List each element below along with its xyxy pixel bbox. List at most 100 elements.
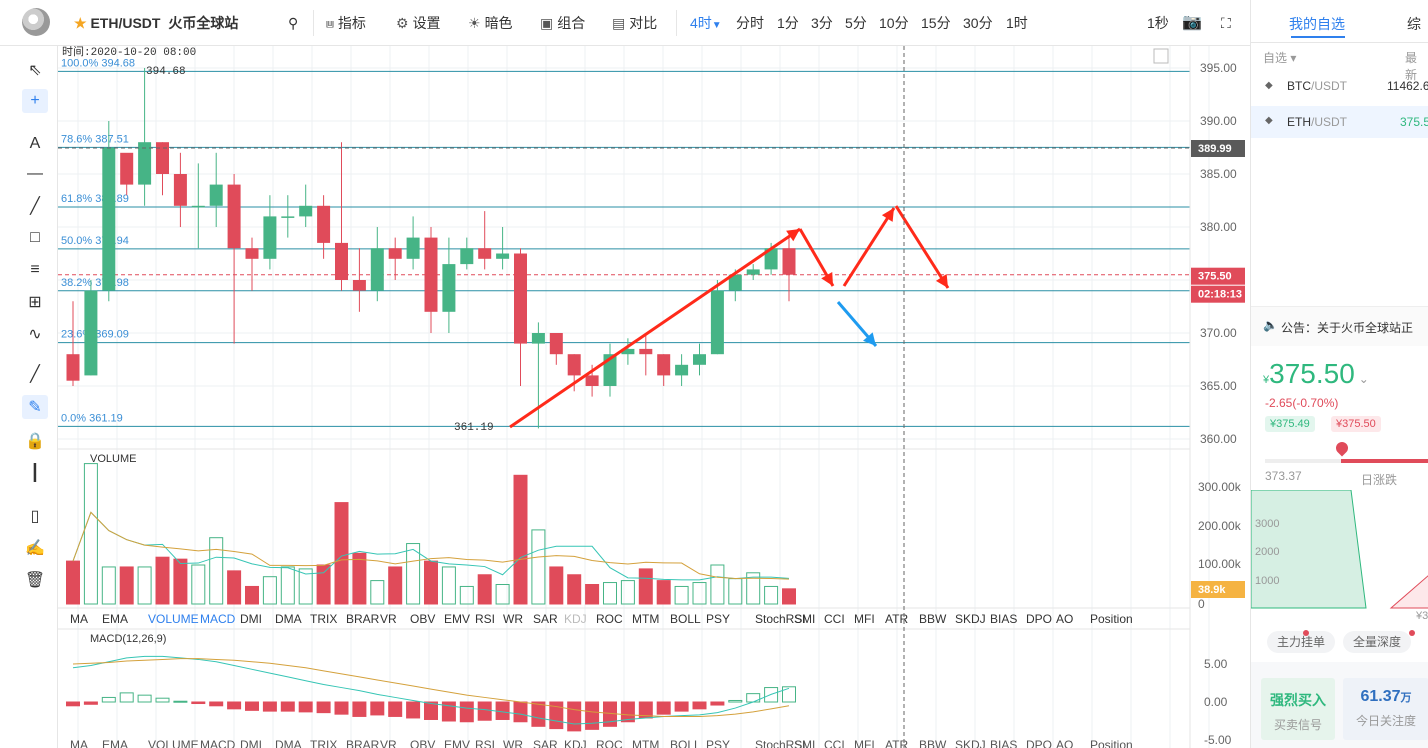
pair-selector[interactable]: ★ ETH/USDT 火币全球站 <box>74 14 238 32</box>
grid-tool-icon[interactable]: ⊞ <box>28 294 42 311</box>
indicator-tab[interactable]: MACD <box>200 738 236 748</box>
indicator-tab[interactable]: CCI <box>824 612 845 626</box>
candle[interactable] <box>191 205 205 208</box>
star-icon[interactable]: ★ <box>74 15 87 31</box>
indicator-tab[interactable]: BOLL <box>670 612 701 626</box>
indicator-tab[interactable]: SKDJ <box>955 738 986 748</box>
tf-item[interactable]: 10分 <box>879 15 909 31</box>
indicator-tab[interactable]: PSY <box>706 738 730 748</box>
candle[interactable] <box>764 248 778 270</box>
candle[interactable] <box>460 248 474 265</box>
watch-header[interactable]: 自选 ▾ <box>1263 51 1297 65</box>
indicator-tab[interactable]: SMI <box>794 738 815 748</box>
notice-bar[interactable]: 🔈 公告：关于火币全球站正 <box>1251 306 1428 346</box>
edit-icon[interactable]: ✍ <box>25 540 45 557</box>
candle[interactable] <box>728 274 742 291</box>
indicator-tab[interactable]: AO <box>1056 612 1073 626</box>
tf-item[interactable]: 30分 <box>963 15 993 31</box>
candle[interactable] <box>675 364 689 376</box>
cursor-icon[interactable]: ⇖ <box>28 62 42 79</box>
main-orders-button[interactable]: 主力挂单 <box>1267 631 1336 653</box>
horizontal-line-icon[interactable]: — <box>27 165 43 182</box>
indicator-tab[interactable]: DMA <box>275 612 302 626</box>
indicator-tab[interactable]: MTM <box>632 738 659 748</box>
indicator-tab[interactable]: EMV <box>444 612 470 626</box>
candle[interactable] <box>209 184 223 206</box>
up-arrow[interactable] <box>842 207 896 287</box>
chevron-down-icon[interactable]: ⌄ <box>1358 372 1369 386</box>
indicator-tab[interactable]: RSI <box>475 738 495 748</box>
candle[interactable] <box>639 348 653 355</box>
candle[interactable] <box>746 269 760 275</box>
indicator-tab[interactable]: BRAR <box>346 738 380 748</box>
indicator-tab[interactable]: EMV <box>444 738 470 748</box>
trend-line-icon[interactable]: ╱ <box>30 198 40 215</box>
candle[interactable] <box>567 354 581 376</box>
candle[interactable] <box>514 253 527 344</box>
combine-button[interactable]: ▣ 组合 <box>540 14 585 32</box>
compare-button[interactable]: ▤ 对比 <box>612 14 657 32</box>
indicator-tab[interactable]: OBV <box>410 738 435 748</box>
indicator-tab[interactable]: PSY <box>706 612 730 626</box>
candle[interactable] <box>138 142 152 185</box>
indicator-tab[interactable]: EMA <box>102 612 128 626</box>
bookmark-icon[interactable]: ▯ <box>30 508 40 525</box>
indicator-tab[interactable]: ATR <box>885 738 908 748</box>
indicator-tab[interactable]: DPO <box>1026 738 1052 748</box>
indicator-tab[interactable]: StochRSI <box>755 612 806 626</box>
candle[interactable] <box>370 248 384 291</box>
refresh-interval[interactable]: 1秒 <box>1147 15 1169 31</box>
candle[interactable] <box>173 174 187 206</box>
indicator-tab[interactable]: RSI <box>475 612 495 626</box>
indicator-tab[interactable]: DPO <box>1026 612 1052 626</box>
candle[interactable] <box>549 333 563 355</box>
indicators-button[interactable]: ⩏ 指标 <box>326 14 366 32</box>
tf-item[interactable]: 分时 <box>736 15 764 31</box>
indicator-tab[interactable]: BBW <box>919 738 947 748</box>
candle[interactable] <box>693 354 706 365</box>
indicator-tab[interactable]: ROC <box>596 612 623 626</box>
signal-card[interactable]: 强烈买入 买卖信号 <box>1261 678 1335 740</box>
candle[interactable] <box>156 142 169 174</box>
indicator-tab[interactable]: DMI <box>240 612 262 626</box>
lock-icon[interactable]: 🔒 <box>25 433 45 450</box>
candle[interactable] <box>102 147 116 291</box>
theme-button[interactable]: ☀ 暗色 <box>468 14 513 32</box>
crosshair-icon[interactable]: + <box>22 89 48 113</box>
candle[interactable] <box>120 152 134 185</box>
candle[interactable] <box>424 237 438 312</box>
indicator-tab[interactable]: VOLUME <box>148 612 199 626</box>
tf-item[interactable]: 5分 <box>845 15 867 31</box>
indicator-tab[interactable]: MACD <box>200 612 236 626</box>
tf-item[interactable]: 1分 <box>777 15 799 31</box>
candle[interactable] <box>406 237 420 259</box>
full-depth-button[interactable]: 全量深度 <box>1343 631 1412 653</box>
indicator-tab[interactable]: MA <box>70 612 88 626</box>
indicator-tab[interactable]: SAR <box>533 612 558 626</box>
brush-icon[interactable]: ✎ <box>22 395 48 419</box>
candle[interactable] <box>496 253 510 259</box>
indicator-tab[interactable]: DMA <box>275 738 302 748</box>
tf-item[interactable]: 1时 <box>1006 15 1028 31</box>
attention-card[interactable]: 61.37万 今日关注度 <box>1343 678 1428 740</box>
candle[interactable] <box>352 280 366 291</box>
indicator-tab[interactable]: MFI <box>854 738 875 748</box>
indicator-tab[interactable]: TRIX <box>310 738 337 748</box>
candle[interactable] <box>317 205 331 243</box>
candle[interactable] <box>621 348 635 355</box>
list-item[interactable]: ◆ BTC/USDT 11462.6 <box>1251 72 1428 102</box>
indicator-tab[interactable]: MTM <box>632 612 659 626</box>
indicator-tab[interactable]: BBW <box>919 612 947 626</box>
up-arrow[interactable] <box>509 227 801 429</box>
indicator-tab[interactable]: KDJ <box>564 612 587 626</box>
candle[interactable] <box>710 290 724 355</box>
candle[interactable] <box>478 248 492 259</box>
candle[interactable] <box>657 354 671 376</box>
tab-watchlist[interactable]: 我的自选 <box>1289 16 1345 32</box>
timeframe-dropdown[interactable]: 4时▼ <box>690 14 722 32</box>
trash-icon[interactable]: 🗑 <box>24 572 46 589</box>
indicator-tab[interactable]: BIAS <box>990 612 1017 626</box>
candle[interactable] <box>66 354 80 381</box>
candle[interactable] <box>263 216 277 259</box>
indicator-tab[interactable]: BIAS <box>990 738 1017 748</box>
